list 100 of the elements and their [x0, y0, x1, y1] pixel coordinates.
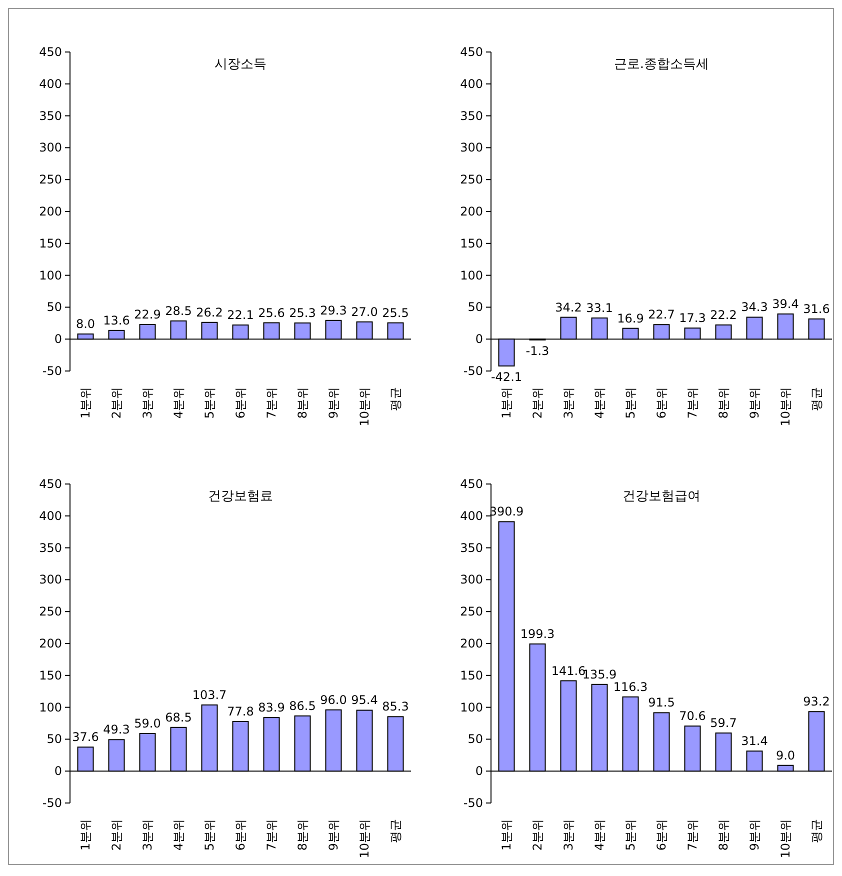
- y-tick-label: 100: [39, 268, 62, 282]
- data-label: 25.5: [382, 306, 409, 320]
- y-tick-label: 50: [46, 300, 62, 314]
- data-label: 116.3: [613, 680, 648, 694]
- x-tick-label: 5분위: [202, 387, 216, 419]
- data-label: 9.0: [776, 748, 796, 762]
- data-label: 13.6: [103, 313, 130, 328]
- x-tick-label: 7분위: [686, 387, 700, 419]
- data-label: 59.0: [134, 716, 161, 730]
- y-tick-label: 100: [460, 700, 483, 714]
- data-label: 96.0: [320, 692, 347, 707]
- x-tick-label: 9분위: [748, 387, 762, 419]
- data-label: 91.5: [648, 696, 675, 710]
- y-tick-label: 200: [460, 204, 483, 218]
- data-label: 68.5: [165, 710, 192, 724]
- data-label: 27.0: [351, 304, 378, 319]
- x-tick-label: 8분위: [296, 819, 310, 851]
- data-label: 77.8: [227, 704, 254, 718]
- data-label: 85.3: [382, 700, 409, 714]
- x-tick-label: 1분위: [78, 387, 92, 419]
- x-tick-label: 7분위: [264, 819, 278, 851]
- x-tick-label: 2분위: [530, 387, 544, 419]
- data-label: 28.5: [165, 304, 192, 318]
- y-tick-label: 450: [39, 477, 62, 491]
- y-tick-label: 200: [39, 636, 62, 650]
- x-tick-label: 8분위: [716, 819, 730, 851]
- data-label: 29.3: [320, 303, 347, 318]
- x-tick-label: 평균: [810, 819, 824, 843]
- y-tick-label: 400: [460, 76, 483, 91]
- data-label: 25.6: [258, 306, 285, 320]
- chart-title: 건강보험급여: [622, 489, 700, 504]
- y-tick-label: -50: [42, 364, 62, 378]
- x-tick-label: 9분위: [748, 819, 762, 851]
- data-label: 26.2: [196, 305, 223, 320]
- x-tick-label: 6분위: [234, 819, 248, 851]
- x-tick-label: 평균: [388, 387, 402, 411]
- data-label: 16.9: [617, 311, 644, 326]
- y-tick-label: 100: [460, 268, 483, 282]
- y-tick-label: 150: [39, 236, 62, 250]
- y-tick-label: 0: [54, 764, 62, 778]
- data-label: 93.2: [803, 694, 830, 709]
- data-label: 86.5: [289, 698, 316, 713]
- y-tick-label: 450: [460, 477, 483, 491]
- data-label: 34.2: [555, 300, 582, 314]
- data-label: 17.3: [679, 311, 706, 326]
- x-tick-label: 3분위: [140, 819, 154, 851]
- y-tick-label: 200: [39, 204, 62, 218]
- x-tick-label: 9분위: [326, 819, 340, 851]
- x-tick-label: 10분위: [358, 819, 372, 858]
- data-label: 34.3: [741, 300, 768, 314]
- y-tick-label: 300: [39, 572, 62, 587]
- x-tick-label: 1분위: [500, 387, 514, 419]
- y-tick-label: 200: [460, 636, 483, 650]
- data-label: 22.7: [648, 308, 675, 322]
- x-tick-label: 8분위: [296, 387, 310, 419]
- y-tick-label: 150: [460, 668, 483, 682]
- y-tick-label: 450: [39, 45, 62, 59]
- y-tick-label: 300: [460, 572, 483, 587]
- x-tick-label: 3분위: [562, 819, 576, 851]
- data-label: 59.7: [710, 716, 737, 730]
- y-tick-label: 250: [39, 604, 62, 619]
- x-tick-label: 1분위: [500, 819, 514, 851]
- x-tick-label: 3분위: [140, 387, 154, 419]
- y-tick-label: 450: [460, 45, 483, 59]
- y-tick-label: 50: [468, 732, 483, 746]
- chart-title: 근로.종합소득세: [614, 57, 710, 72]
- data-label: 25.3: [289, 306, 316, 320]
- y-tick-label: 250: [460, 604, 483, 619]
- y-tick-label: 250: [39, 172, 62, 187]
- y-tick-label: 350: [39, 540, 62, 555]
- chart-title: 시장소득: [214, 57, 266, 72]
- data-label: 39.4: [772, 296, 799, 311]
- x-tick-label: 8분위: [716, 387, 730, 419]
- x-tick-label: 2분위: [110, 387, 124, 419]
- y-tick-label: 300: [39, 140, 62, 155]
- data-label: 83.9: [258, 700, 285, 715]
- x-tick-label: 3분위: [562, 387, 576, 419]
- x-tick-label: 4분위: [172, 387, 186, 419]
- data-label: 22.9: [134, 307, 161, 322]
- data-label: 199.3: [520, 626, 555, 641]
- x-tick-label: 6분위: [654, 387, 668, 419]
- x-tick-label: 5분위: [624, 819, 638, 851]
- x-tick-label: 10분위: [358, 387, 372, 426]
- x-tick-label: 10분위: [778, 819, 792, 858]
- data-label: 37.6: [72, 730, 99, 744]
- data-label: -42.1: [490, 370, 522, 384]
- data-label: 8.0: [76, 316, 96, 331]
- data-label: 70.6: [679, 709, 706, 724]
- x-tick-label: 평균: [810, 387, 824, 411]
- data-label: 22.2: [710, 308, 737, 322]
- x-tick-label: 4분위: [592, 387, 606, 419]
- y-tick-label: 350: [39, 108, 62, 123]
- y-tick-label: 250: [460, 172, 483, 187]
- data-label: 33.1: [586, 300, 613, 315]
- data-label: 95.4: [351, 693, 378, 708]
- y-tick-label: 100: [39, 700, 62, 714]
- y-tick-label: 400: [39, 76, 62, 91]
- y-tick-label: 50: [46, 732, 62, 746]
- y-tick-label: 150: [460, 236, 483, 250]
- y-tick-label: 0: [475, 332, 483, 346]
